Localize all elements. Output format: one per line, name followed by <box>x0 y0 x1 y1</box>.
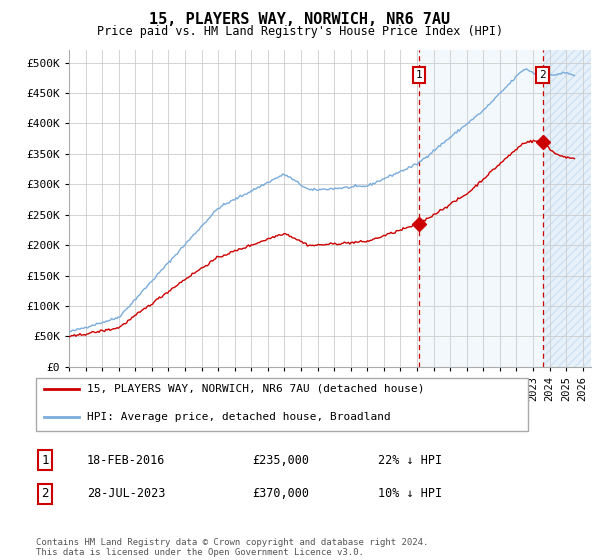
Text: 1: 1 <box>416 70 422 80</box>
Bar <box>542 50 591 367</box>
Text: 18-FEB-2016: 18-FEB-2016 <box>87 454 166 467</box>
Text: 15, PLAYERS WAY, NORWICH, NR6 7AU: 15, PLAYERS WAY, NORWICH, NR6 7AU <box>149 12 451 27</box>
Text: 28-JUL-2023: 28-JUL-2023 <box>87 487 166 501</box>
Text: 10% ↓ HPI: 10% ↓ HPI <box>378 487 442 501</box>
Text: £235,000: £235,000 <box>252 454 309 467</box>
Text: Contains HM Land Registry data © Crown copyright and database right 2024.
This d: Contains HM Land Registry data © Crown c… <box>36 538 428 557</box>
Text: HPI: Average price, detached house, Broadland: HPI: Average price, detached house, Broa… <box>87 412 391 422</box>
Text: 2: 2 <box>41 487 49 501</box>
Text: £370,000: £370,000 <box>252 487 309 501</box>
Text: 15, PLAYERS WAY, NORWICH, NR6 7AU (detached house): 15, PLAYERS WAY, NORWICH, NR6 7AU (detac… <box>87 384 425 394</box>
Text: Price paid vs. HM Land Registry's House Price Index (HPI): Price paid vs. HM Land Registry's House … <box>97 25 503 38</box>
Text: 1: 1 <box>41 454 49 467</box>
Text: 22% ↓ HPI: 22% ↓ HPI <box>378 454 442 467</box>
Bar <box>542 50 591 367</box>
Text: 2: 2 <box>539 70 546 80</box>
Bar <box>419 50 542 367</box>
